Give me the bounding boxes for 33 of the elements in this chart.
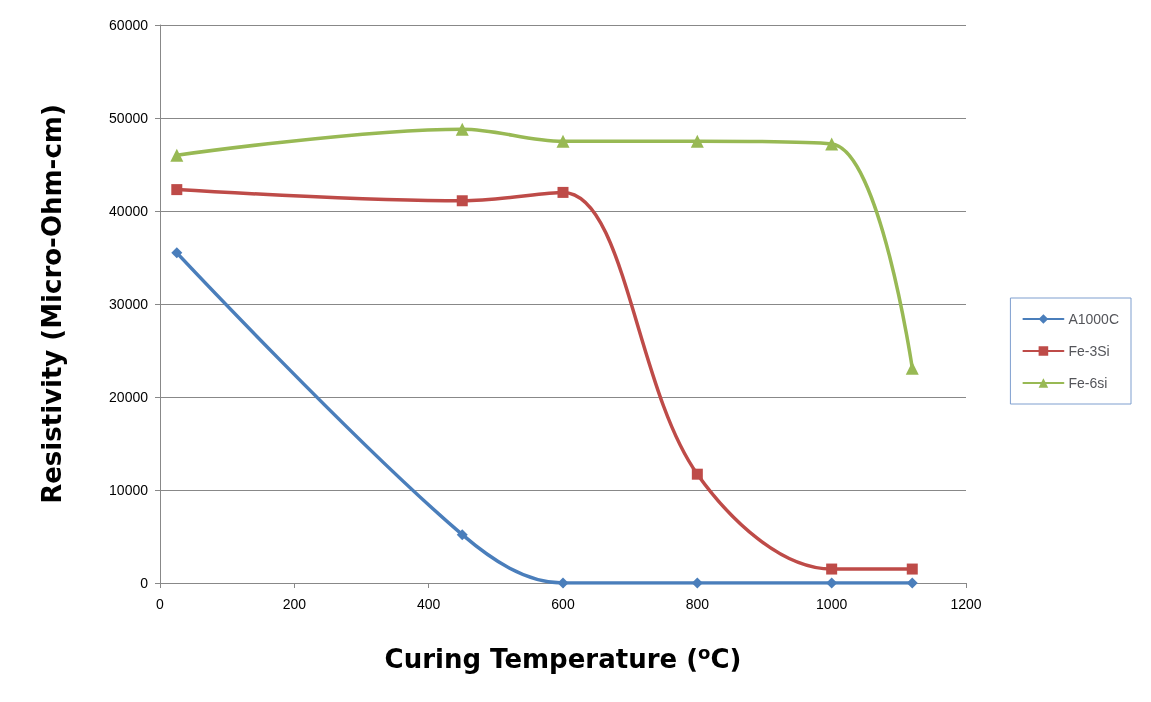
y-tick-label: 0 [140, 575, 149, 591]
x-tick-label: 1000 [816, 596, 848, 612]
legend-label: Fe-3Si [1068, 343, 1110, 359]
x-tick-label: 800 [685, 596, 710, 612]
y-tick-label: 30000 [109, 296, 149, 312]
point [557, 577, 569, 589]
point [557, 186, 569, 198]
point [556, 134, 570, 148]
y-tick-label: 20000 [109, 389, 149, 405]
x-tick-label: 400 [416, 596, 441, 612]
y-tick-label: 40000 [109, 203, 149, 219]
x-tick-label: 200 [282, 596, 307, 612]
point [455, 122, 469, 136]
point [171, 247, 183, 259]
y-tick-label: 50000 [109, 110, 149, 126]
point [456, 195, 468, 207]
point [826, 563, 838, 575]
point [456, 529, 468, 541]
point [825, 137, 839, 151]
y-tick-label: 60000 [109, 17, 149, 33]
legend-label: Fe-6si [1068, 375, 1108, 391]
point [690, 134, 704, 148]
point [171, 184, 183, 196]
point [906, 563, 918, 575]
y-axis-title: Resistivity (Micro-Ohm-cm) [37, 104, 67, 504]
point [905, 361, 919, 375]
point [691, 468, 703, 480]
legend-label: A1000C [1068, 311, 1119, 327]
x-tick-label: 1200 [950, 596, 982, 612]
x-tick-label: 600 [551, 596, 575, 612]
point [170, 148, 184, 162]
y-tick-label: 10000 [109, 482, 149, 498]
x-tick-label: 0 [156, 596, 165, 612]
